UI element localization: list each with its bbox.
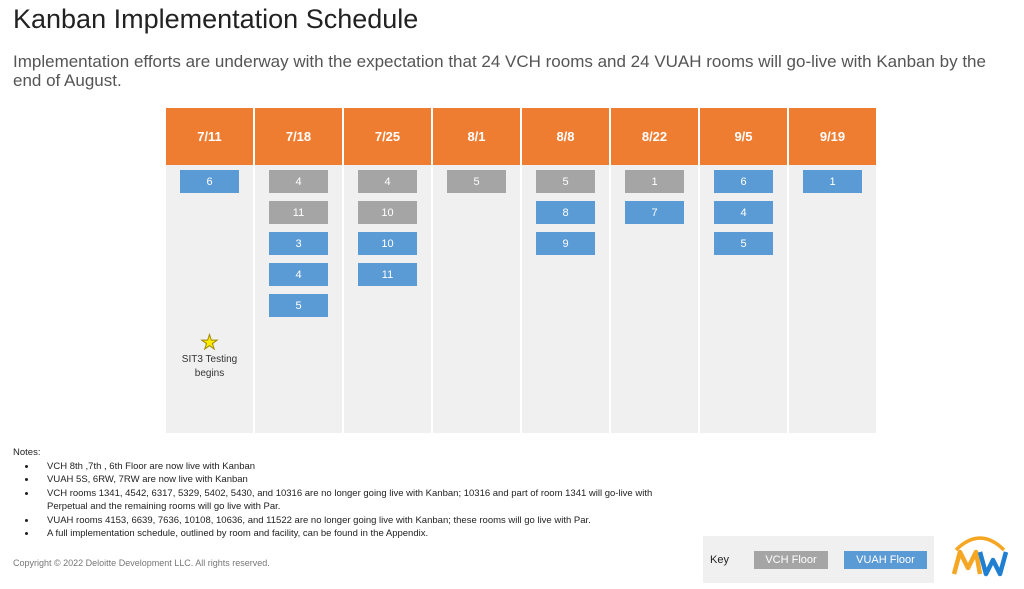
vuah-floor-card: 8 xyxy=(536,201,595,224)
page-title: Kanban Implementation Schedule xyxy=(13,4,419,34)
column-body: 5 xyxy=(433,165,520,433)
vuah-floor-card: 5 xyxy=(714,232,773,255)
vch-floor-card: 11 xyxy=(269,201,328,224)
vuah-floor-card: 4 xyxy=(269,263,328,286)
column-body: 1 xyxy=(789,165,876,433)
column-header: 8/22 xyxy=(611,108,698,165)
column-7-25: 7/25 4 10 10 11 xyxy=(344,108,431,433)
vch-floor-card: 1 xyxy=(625,170,684,193)
column-header: 7/11 xyxy=(166,108,253,165)
vuah-floor-card: 10 xyxy=(358,232,417,255)
column-9-5: 9/5 6 4 5 xyxy=(700,108,787,433)
legend-vch: VCH Floor xyxy=(754,550,828,569)
notes-heading: Notes: xyxy=(13,447,41,458)
mw-logo xyxy=(950,530,1010,585)
star-icon: ★ xyxy=(200,332,219,354)
vuah-floor-card: 1 xyxy=(803,170,862,193)
vuah-floor-card: 6 xyxy=(714,170,773,193)
vch-floor-card: 4 xyxy=(269,170,328,193)
column-body: 4 11 3 4 5 xyxy=(255,165,342,433)
legend: Key VCH Floor VUAH Floor xyxy=(703,536,934,583)
vuah-floor-card: 5 xyxy=(269,294,328,317)
notes: Notes: VCH 8th ,7th , 6th Floor are now … xyxy=(13,446,677,541)
copyright: Copyright © 2022 Deloitte Development LL… xyxy=(13,558,270,568)
column-header: 7/25 xyxy=(344,108,431,165)
vch-floor-card: 5 xyxy=(447,170,506,193)
vch-floor-card: 4 xyxy=(358,170,417,193)
column-body: 6 4 5 xyxy=(700,165,787,433)
column-header: 8/1 xyxy=(433,108,520,165)
column-body: 4 10 10 11 xyxy=(344,165,431,433)
vch-floor-card: 10 xyxy=(358,201,417,224)
column-7-11: 7/11 6 ★ SIT3 Testing begins xyxy=(166,108,253,433)
vch-floor-card: 5 xyxy=(536,170,595,193)
vuah-floor-card: 4 xyxy=(714,201,773,224)
column-header: 7/18 xyxy=(255,108,342,165)
column-8-8: 8/8 5 8 9 xyxy=(522,108,609,433)
vuah-floor-card: 9 xyxy=(536,232,595,255)
vuah-floor-card: 11 xyxy=(358,263,417,286)
note-item: A full implementation schedule, outlined… xyxy=(37,527,677,541)
vuah-floor-card: 3 xyxy=(269,232,328,255)
legend-label: Key xyxy=(710,553,729,566)
column-header: 9/5 xyxy=(700,108,787,165)
vuah-floor-card: 6 xyxy=(180,170,239,193)
column-body: 6 ★ SIT3 Testing begins xyxy=(166,165,253,433)
column-header: 9/19 xyxy=(789,108,876,165)
milestone-label: SIT3 Testing begins xyxy=(181,354,238,379)
note-item: VUAH 5S, 6RW, 7RW are now live with Kanb… xyxy=(37,473,677,487)
column-8-1: 8/1 5 xyxy=(433,108,520,433)
note-item: VCH rooms 1341, 4542, 6317, 5329, 5402, … xyxy=(37,487,677,514)
note-item: VUAH rooms 4153, 6639, 7636, 10108, 1063… xyxy=(37,514,677,528)
column-9-19: 9/19 1 xyxy=(789,108,876,433)
vuah-floor-card: 7 xyxy=(625,201,684,224)
column-7-18: 7/18 4 11 3 4 5 xyxy=(255,108,342,433)
milestone: ★ SIT3 Testing begins xyxy=(166,333,253,381)
legend-vuah: VUAH Floor xyxy=(844,550,927,569)
note-item: VCH 8th ,7th , 6th Floor are now live wi… xyxy=(37,460,677,474)
column-body: 5 8 9 xyxy=(522,165,609,433)
schedule-board: 7/11 6 ★ SIT3 Testing begins 7/18 4 11 3 4 5 7/25 4… xyxy=(166,108,876,433)
page-subtitle: Implementation efforts are underway with… xyxy=(13,52,986,90)
column-header: 8/8 xyxy=(522,108,609,165)
column-8-22: 8/22 1 7 xyxy=(611,108,698,433)
